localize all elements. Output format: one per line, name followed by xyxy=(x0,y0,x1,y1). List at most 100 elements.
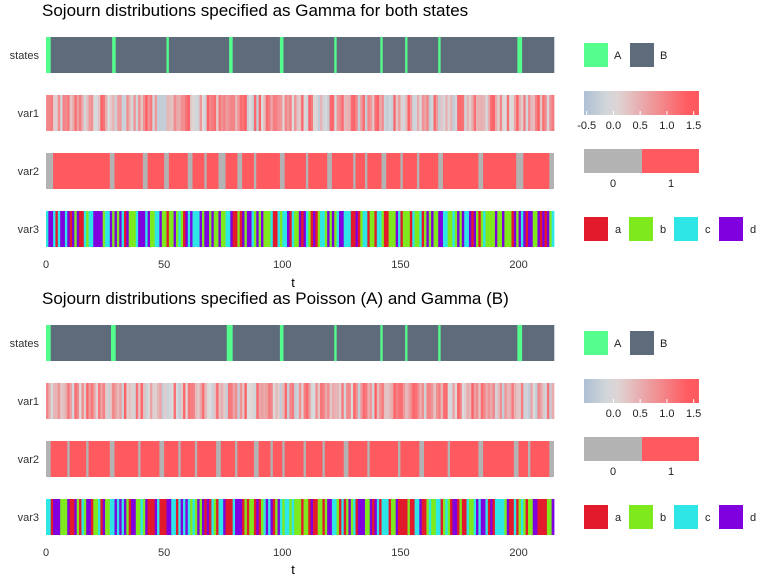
var1-cell xyxy=(490,383,493,419)
var3-cell xyxy=(416,499,420,535)
var1-cell xyxy=(46,383,49,419)
var1-cell xyxy=(123,383,127,419)
var3-cell xyxy=(369,211,373,247)
var1-cell xyxy=(528,95,531,131)
var3-cell xyxy=(379,499,382,535)
var1-cell xyxy=(511,383,515,419)
legend-key-var2-0 xyxy=(584,149,642,173)
var3-cell xyxy=(516,499,519,535)
var3-cell xyxy=(478,499,482,535)
var3-cell xyxy=(294,499,297,535)
var3-cell xyxy=(490,211,493,247)
legend-colorbar-var1 xyxy=(584,91,699,115)
var2-cell-zero xyxy=(305,153,309,189)
var3-cell xyxy=(405,499,408,535)
var1-cell xyxy=(168,383,172,419)
var3-cell xyxy=(242,211,245,247)
var3-cell xyxy=(341,211,345,247)
var1-cell xyxy=(461,383,465,419)
var3-cell xyxy=(272,211,276,247)
var1-cell xyxy=(452,383,456,419)
var1-cell xyxy=(386,95,390,131)
state-run-B xyxy=(336,37,381,73)
var1-cell xyxy=(253,383,257,419)
var1-cell xyxy=(227,95,231,131)
var1-cell xyxy=(133,95,137,131)
var1-cell xyxy=(62,95,66,131)
var3-cell xyxy=(537,499,541,535)
var3-cell xyxy=(204,499,208,535)
var1-cell xyxy=(88,95,92,131)
var3-cell xyxy=(492,499,496,535)
var1-cell xyxy=(473,383,477,419)
var3-cell xyxy=(331,211,335,247)
var3-cell xyxy=(440,211,444,247)
var2-cell-zero xyxy=(204,153,207,189)
var3-cell xyxy=(55,499,59,535)
var1-cell xyxy=(138,95,141,131)
panel-2: Sojourn distributions specified as Poiss… xyxy=(10,289,756,576)
var3-cell xyxy=(338,211,342,247)
var3-cell xyxy=(549,211,553,247)
var1-cell xyxy=(535,95,538,131)
var3-cell xyxy=(62,211,66,247)
var1-cell xyxy=(464,95,467,131)
var3-cell xyxy=(315,211,319,247)
var1-cell xyxy=(419,95,423,131)
var3-cell xyxy=(497,211,501,247)
state-run-A xyxy=(334,37,337,73)
var3-cell xyxy=(81,499,85,535)
var3-cell xyxy=(53,211,56,247)
var1-cell xyxy=(232,95,236,131)
var3-cell xyxy=(268,211,271,247)
var1-cell xyxy=(376,95,380,131)
var1-cell xyxy=(149,95,153,131)
var3-cell xyxy=(343,211,347,247)
state-run-A xyxy=(405,325,408,361)
var1-cell xyxy=(428,95,432,131)
var3-cell xyxy=(412,211,415,247)
var1-cell xyxy=(152,95,156,131)
var1-cell xyxy=(525,95,529,131)
var3-cell xyxy=(71,499,75,535)
var3-cell xyxy=(128,211,132,247)
var1-cell xyxy=(485,383,489,419)
var3-cell xyxy=(466,499,470,535)
var3-cell xyxy=(88,211,92,247)
var3-cell xyxy=(393,499,397,535)
var3-cell xyxy=(428,499,432,535)
var3-cell xyxy=(499,499,503,535)
var1-cell xyxy=(90,383,94,419)
var1-cell xyxy=(154,383,158,419)
var1-cell xyxy=(284,383,288,419)
var1-cell xyxy=(310,95,314,131)
var1-cell xyxy=(468,95,472,131)
var1-cell xyxy=(237,95,241,131)
legend-key-var2-1 xyxy=(642,149,699,173)
row-label-var2: var2 xyxy=(18,166,39,178)
var3-cell xyxy=(400,499,404,535)
legend-key-var3-b xyxy=(629,217,653,241)
var1-cell xyxy=(487,95,491,131)
var3-cell xyxy=(237,499,241,535)
var3-cell xyxy=(90,499,94,535)
var1-cell xyxy=(114,383,118,419)
var3-cell xyxy=(183,499,186,535)
var1-cell xyxy=(121,95,125,131)
var1-cell xyxy=(277,383,281,419)
var1-cell xyxy=(440,383,444,419)
var3-cell xyxy=(457,211,460,247)
var1-cell xyxy=(431,95,434,131)
var1-cell xyxy=(308,383,312,419)
var3-cell xyxy=(227,499,231,535)
var3-cell xyxy=(201,499,205,535)
var1-cell xyxy=(516,95,519,131)
var3-cell xyxy=(185,499,189,535)
var3-cell xyxy=(502,211,505,247)
var3-cell xyxy=(388,211,392,247)
var3-cell xyxy=(525,499,529,535)
var3-cell xyxy=(187,499,191,535)
var3-cell xyxy=(152,211,156,247)
var3-cell xyxy=(426,211,430,247)
state-run-B xyxy=(232,37,281,73)
